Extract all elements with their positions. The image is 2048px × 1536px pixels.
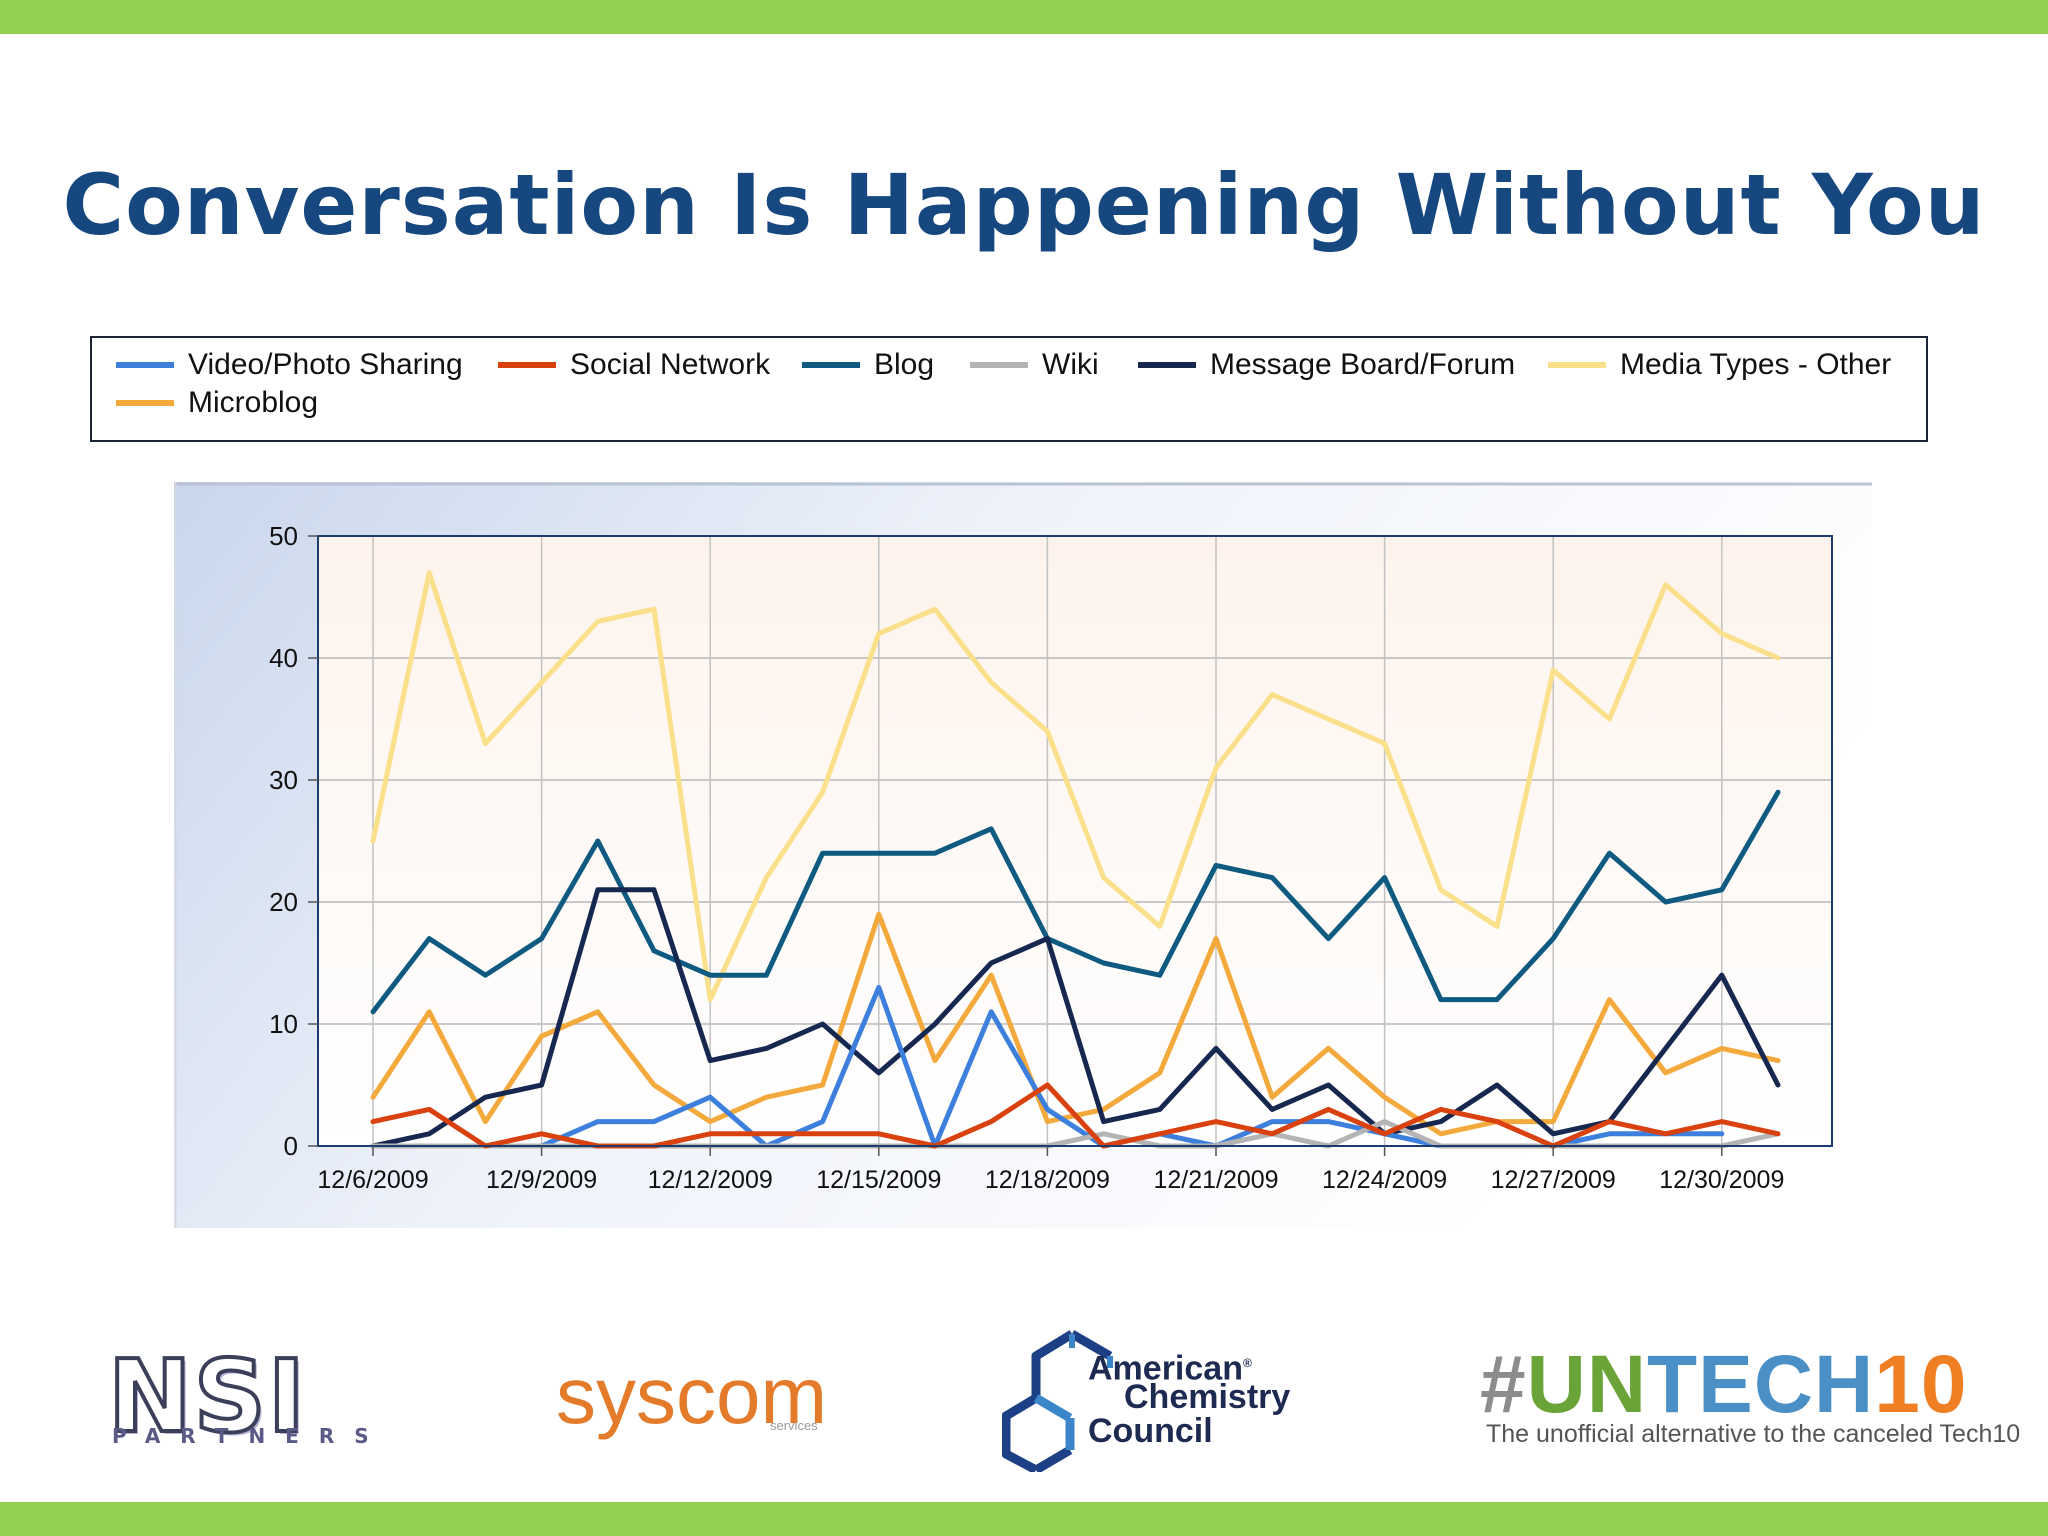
y-axis-ticks: 0 10 20 30 40 50 xyxy=(269,521,318,1161)
syscom-logo-sub: services xyxy=(770,1418,818,1433)
nsi-logo-sub: PARTNERS xyxy=(112,1424,389,1448)
legend-swatch-microblog xyxy=(116,400,174,406)
bottom-accent-bar xyxy=(0,1502,2048,1536)
nsi-logo-word: NSI xyxy=(106,1336,307,1457)
legend-item-media-other: Media Types - Other xyxy=(1548,348,1891,382)
acc-logo-line1-text: American xyxy=(1088,1349,1243,1388)
legend-swatch-media-other xyxy=(1548,362,1606,368)
legend-label-message-board: Message Board/Forum xyxy=(1210,348,1516,381)
untech-tech: TECH xyxy=(1647,1339,1875,1430)
x-tick-label: 12/21/2009 xyxy=(1153,1166,1278,1194)
legend-swatch-message-board xyxy=(1138,362,1196,368)
top-accent-bar xyxy=(0,0,2048,34)
untech-hash: # xyxy=(1480,1339,1527,1430)
legend-item-wiki: Wiki xyxy=(970,348,1099,382)
untech10-tagline: The unofficial alternative to the cancel… xyxy=(1486,1420,2021,1448)
legend-item-video-photo: Video/Photo Sharing xyxy=(116,348,463,382)
x-tick-label: 12/18/2009 xyxy=(985,1166,1110,1194)
acc-logo-registered-mark: ® xyxy=(1242,1356,1252,1370)
untech-ten: 10 xyxy=(1874,1339,1968,1430)
legend-label-wiki: Wiki xyxy=(1042,348,1099,381)
acc-logo-line2: Chemistry xyxy=(1124,1378,1291,1416)
y-tick-label: 0 xyxy=(284,1131,298,1161)
untech10-logo-word: #UNTECH10 xyxy=(1480,1338,1967,1432)
series-line-blog xyxy=(370,789,1781,1015)
legend-item-microblog: Microblog xyxy=(116,386,318,420)
legend-item-blog: Blog xyxy=(802,348,934,382)
y-tick-label: 10 xyxy=(269,1009,298,1039)
legend-swatch-wiki xyxy=(970,362,1028,368)
y-tick-label: 50 xyxy=(269,521,298,551)
x-axis-ticks: 12/6/2009 12/9/2009 12/12/2009 12/15/2009 12… xyxy=(317,1146,1784,1194)
line-chart-svg: 0 10 20 30 40 50 12/6/2009 12/9/2009 12/12/2009… xyxy=(174,482,1872,1228)
legend-label-blog: Blog xyxy=(874,348,935,381)
x-tick-label: 12/6/2009 xyxy=(317,1166,428,1194)
y-tick-label: 30 xyxy=(269,765,298,795)
legend-item-message-board: Message Board/Forum xyxy=(1138,348,1515,382)
legend-swatch-blog xyxy=(802,362,860,368)
x-tick-label: 12/30/2009 xyxy=(1659,1166,1784,1194)
x-tick-label: 12/27/2009 xyxy=(1491,1166,1616,1194)
legend-item-social-network: Social Network xyxy=(498,348,770,382)
legend-label-media-other: Media Types - Other xyxy=(1620,348,1892,381)
acc-hexagon-icon xyxy=(1002,1330,1113,1472)
x-tick-label: 12/9/2009 xyxy=(486,1166,597,1194)
legend-label-social-network: Social Network xyxy=(570,348,771,381)
y-tick-label: 20 xyxy=(269,887,298,917)
series-line-message-board-forum xyxy=(370,887,1781,1149)
x-tick-label: 12/24/2009 xyxy=(1322,1166,1447,1194)
untech-un: UN xyxy=(1526,1339,1648,1430)
plot-border xyxy=(317,535,1833,1147)
x-tick-label: 12/12/2009 xyxy=(648,1166,773,1194)
legend-swatch-video-photo xyxy=(116,362,174,368)
slide-title: Conversation Is Happening Without You xyxy=(62,156,1986,254)
plot-area xyxy=(318,536,1832,1146)
line-chart: 0 10 20 30 40 50 12/6/2009 12/9/2009 12/12/2009… xyxy=(174,482,1872,1228)
x-tick-label: 12/15/2009 xyxy=(816,1166,941,1194)
syscom-logo-word: syscom xyxy=(556,1351,828,1440)
series-line-media-types-other xyxy=(370,570,1781,1003)
legend-label-video-photo: Video/Photo Sharing xyxy=(188,348,463,381)
acc-logo-line1: American® xyxy=(1088,1346,1252,1385)
legend-swatch-social-network xyxy=(498,362,556,368)
chart-legend: Video/Photo Sharing Social Network Blog … xyxy=(90,336,1928,442)
y-tick-label: 40 xyxy=(269,643,298,673)
acc-logo-line3: Council xyxy=(1088,1412,1213,1450)
legend-label-microblog: Microblog xyxy=(188,386,319,419)
